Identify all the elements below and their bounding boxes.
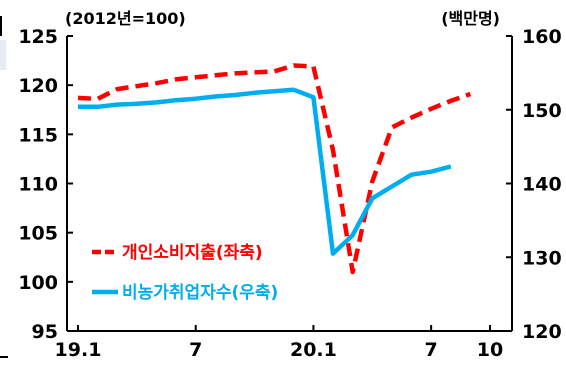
legend: 개인소비지출(좌축) 비농가취업자수(우축) — [92, 243, 278, 303]
axes-layer — [66, 36, 513, 332]
left-tick-label: 110 — [18, 174, 58, 196]
right-axis-ticks: 120 130 140 150 160 — [506, 26, 562, 343]
x-tick-label: 7 — [189, 339, 202, 361]
x-tick-label: 7 — [425, 339, 438, 361]
right-tick-label: 140 — [522, 174, 562, 196]
left-tick-label: 105 — [18, 223, 58, 245]
left-tick-label: 120 — [18, 75, 58, 97]
right-tick-label: 150 — [522, 100, 562, 122]
legend-label-nonfarm-employment: 비농가취업자수(우축) — [122, 282, 278, 303]
left-edge-box — [0, 40, 6, 70]
series-line-0 — [77, 63, 472, 275]
left-tick-label: 125 — [18, 26, 58, 48]
right-tick-label: 130 — [522, 247, 562, 269]
right-tick-label: 160 — [522, 26, 562, 48]
x-axis-ticks: 19.1 7 20.1 7 10 — [55, 325, 503, 361]
left-edge-fragment-bottom — [0, 356, 8, 358]
x-tick-label: 10 — [477, 339, 503, 361]
left-tick-label: 95 — [32, 321, 58, 343]
right-tick-label: 120 — [522, 321, 562, 343]
left-tick-label: 115 — [18, 124, 58, 146]
left-axis-unit: (2012년=100) — [65, 9, 186, 28]
left-axis-ticks: 95 100 105 110 115 120 125 — [18, 26, 73, 343]
legend-label-personal-consumption: 개인소비지출(좌축) — [122, 243, 263, 263]
x-tick-label: 20.1 — [290, 339, 337, 361]
left-tick-label: 100 — [18, 272, 58, 294]
series-line-1 — [78, 87, 452, 256]
left-edge-fragment-top — [0, 16, 2, 36]
series-layer — [77, 63, 472, 275]
x-tick-label: 19.1 — [55, 339, 102, 361]
right-axis-unit: (백만명) — [441, 9, 500, 28]
